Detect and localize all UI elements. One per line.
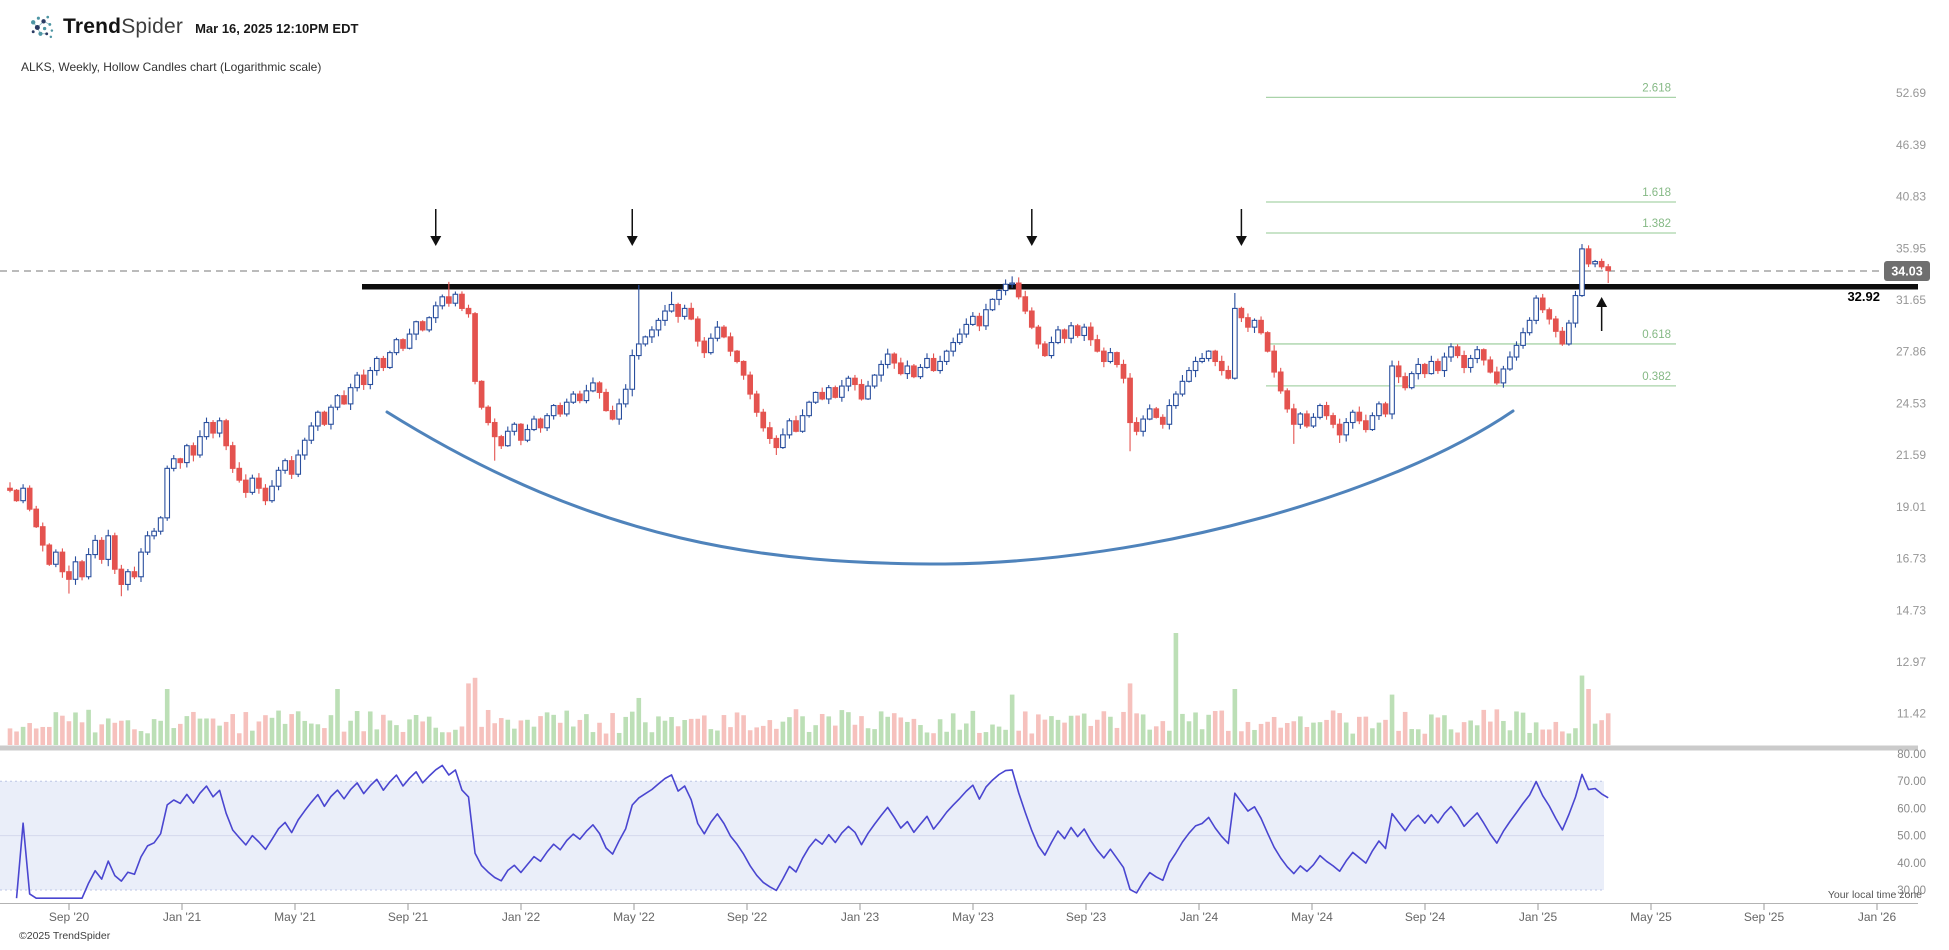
svg-text:32.92: 32.92 xyxy=(1847,289,1880,304)
brand-wordmark: TrendSpider xyxy=(63,14,184,38)
svg-text:24.53: 24.53 xyxy=(1896,396,1926,410)
svg-text:19.01: 19.01 xyxy=(1896,500,1926,514)
svg-text:11.42: 11.42 xyxy=(1897,707,1926,721)
svg-text:Jan '21: Jan '21 xyxy=(163,910,202,924)
svg-text:May '21: May '21 xyxy=(274,910,316,924)
svg-text:31.65: 31.65 xyxy=(1896,293,1926,307)
svg-text:Sep '21: Sep '21 xyxy=(388,910,429,924)
svg-text:Sep '20: Sep '20 xyxy=(49,910,90,924)
rounding-bottom-curve[interactable] xyxy=(385,409,1515,566)
svg-text:40.00: 40.00 xyxy=(1897,858,1926,870)
svg-text:40.83: 40.83 xyxy=(1896,190,1926,204)
resistance-trendline[interactable]: 32.92 xyxy=(362,284,1918,304)
pane-divider[interactable] xyxy=(0,745,1918,751)
rsi-line xyxy=(15,764,1609,900)
svg-text:0.618: 0.618 xyxy=(1642,329,1671,341)
chart-timestamp: Mar 16, 2025 12:10PM EDT xyxy=(195,20,359,36)
svg-text:70.00: 70.00 xyxy=(1897,776,1926,788)
signal-arrows[interactable] xyxy=(430,209,1608,331)
svg-text:80.00: 80.00 xyxy=(1897,749,1926,761)
current-price-badge[interactable]: 34.03 xyxy=(1884,261,1930,281)
svg-text:35.95: 35.95 xyxy=(1896,241,1926,255)
copyright: ©2025 TrendSpider xyxy=(19,930,111,942)
chart-title: ALKS, Weekly, Hollow Candles chart (Loga… xyxy=(21,60,322,74)
svg-text:46.39: 46.39 xyxy=(1896,138,1926,152)
svg-text:21.59: 21.59 xyxy=(1896,448,1926,462)
svg-text:1.618: 1.618 xyxy=(1642,187,1671,199)
svg-text:May '24: May '24 xyxy=(1291,910,1333,924)
rsi-axis: 80.00 70.00 60.00 50.00 40.00 30.00 xyxy=(1897,749,1926,897)
svg-text:Sep '25: Sep '25 xyxy=(1744,910,1785,924)
fib-retracement-levels[interactable]: 2.618 1.618 1.382 0.618 0.382 xyxy=(1266,82,1676,387)
trendspider-logo-icon xyxy=(31,15,54,39)
svg-text:Sep '23: Sep '23 xyxy=(1066,910,1107,924)
svg-text:27.86: 27.86 xyxy=(1896,345,1926,359)
svg-text:16.73: 16.73 xyxy=(1896,552,1926,566)
svg-text:Sep '24: Sep '24 xyxy=(1405,910,1446,924)
svg-text:Sep '22: Sep '22 xyxy=(727,910,768,924)
svg-text:May '22: May '22 xyxy=(613,910,655,924)
timezone-note: Your local time zone xyxy=(1827,889,1922,901)
svg-text:May '25: May '25 xyxy=(1630,910,1672,924)
svg-text:50.00: 50.00 xyxy=(1897,831,1926,843)
price-axis: 52.69 46.39 40.83 35.95 31.65 27.86 24.53 21.59… xyxy=(1896,86,1926,720)
rsi-indicator-pane xyxy=(0,764,1609,900)
svg-text:34.03: 34.03 xyxy=(1891,265,1922,279)
svg-text:Jan '26: Jan '26 xyxy=(1858,910,1897,924)
svg-text:1.382: 1.382 xyxy=(1642,218,1671,230)
svg-text:52.69: 52.69 xyxy=(1896,86,1926,100)
svg-text:Jan '22: Jan '22 xyxy=(502,910,541,924)
svg-text:12.97: 12.97 xyxy=(1896,655,1926,669)
svg-text:May '23: May '23 xyxy=(952,910,994,924)
svg-text:60.00: 60.00 xyxy=(1897,803,1926,815)
svg-text:2.618: 2.618 xyxy=(1642,82,1671,94)
time-axis: Sep '20 Jan '21 May '21 Sep '21 Jan '22 May '… xyxy=(0,903,1918,924)
svg-text:Jan '23: Jan '23 xyxy=(841,910,880,924)
svg-text:Jan '25: Jan '25 xyxy=(1519,910,1558,924)
app-header: TrendSpider Mar 16, 2025 12:10PM EDT xyxy=(28,13,358,40)
candlesticks xyxy=(7,244,1612,597)
svg-text:30.00: 30.00 xyxy=(1897,885,1926,897)
svg-text:14.73: 14.73 xyxy=(1896,603,1926,617)
volume-bars xyxy=(7,633,1611,745)
svg-text:0.382: 0.382 xyxy=(1642,371,1671,383)
svg-text:Jan '24: Jan '24 xyxy=(1180,910,1219,924)
